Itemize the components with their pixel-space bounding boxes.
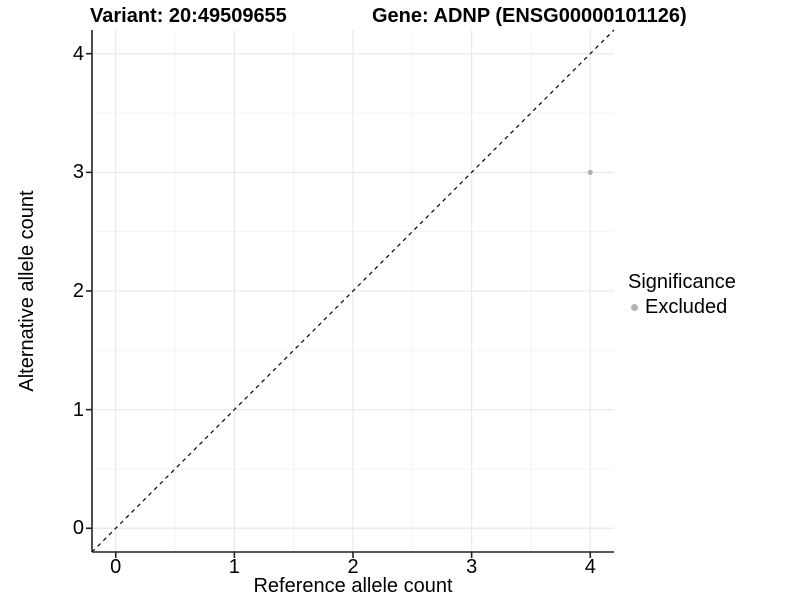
y-axis-title: Alternative allele count: [16, 190, 38, 392]
legend-key-dot-icon: [631, 303, 638, 311]
x-tick-label-3: 3: [466, 556, 478, 578]
y-tick-label-1: 1: [72, 398, 84, 421]
legend-item-label: Excluded: [645, 296, 728, 318]
y-tick-label-3: 3: [72, 161, 84, 184]
identity-reference-line: [91, 29, 615, 553]
x-tick-label-2: 2: [347, 556, 359, 578]
legend-item-excluded: Excluded: [628, 296, 736, 318]
y-tick-label-0: 0: [72, 517, 84, 540]
x-tick-label-4: 4: [584, 556, 596, 578]
legend-title: Significance: [628, 271, 736, 293]
plot-title-gene: Gene: ADNP (ENSG00000101126): [372, 5, 687, 27]
plot-title-variant: Variant: 20:49509655: [90, 5, 287, 27]
y-tick-label-2: 2: [72, 280, 84, 302]
legend: Significance Excluded: [628, 271, 736, 318]
x-tick-label-0: 0: [110, 556, 122, 578]
data-point: [587, 169, 593, 175]
legend-items: Excluded: [628, 296, 736, 318]
y-tick-label-4: 4: [72, 42, 84, 65]
x-tick-label-1: 1: [228, 556, 240, 578]
x-axis-title: Reference allele count: [253, 575, 453, 597]
